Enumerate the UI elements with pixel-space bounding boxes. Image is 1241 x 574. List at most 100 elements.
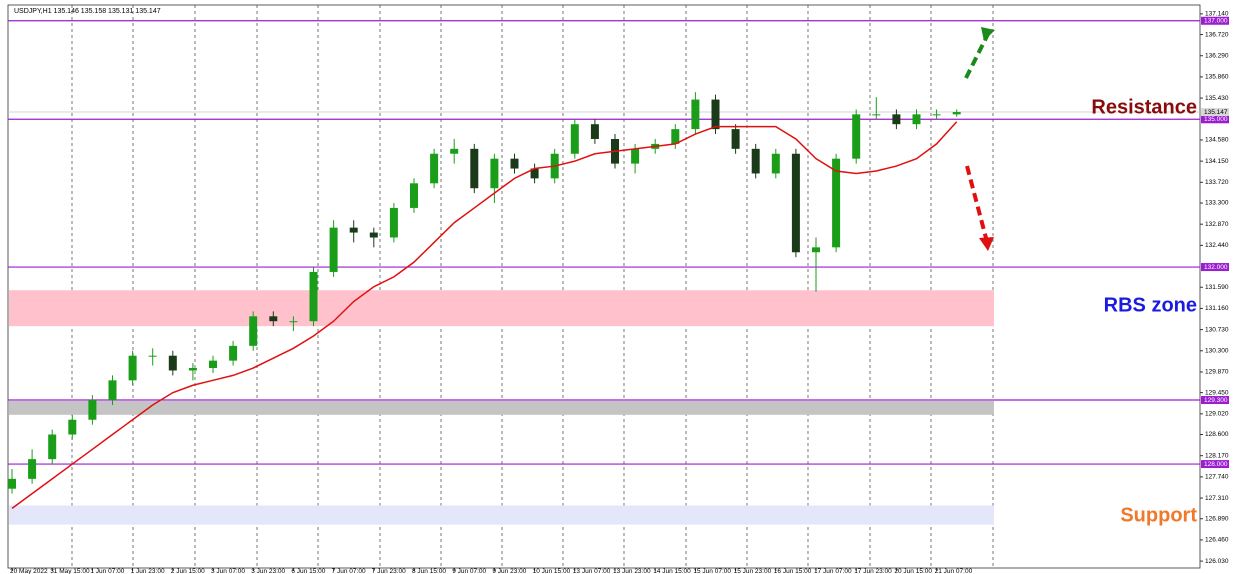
y-tick-label: 132.440 (1205, 242, 1229, 249)
candle-body (530, 168, 539, 179)
y-tick-label: 137.140 (1205, 11, 1229, 18)
candle-body (490, 158, 499, 189)
y-tick-label: 131.160 (1205, 305, 1229, 312)
candle-body (852, 114, 861, 159)
candle-body (671, 129, 680, 144)
level-label: 132.000 (1204, 264, 1228, 271)
x-tick-label: 16 Jun 15:00 (774, 568, 812, 574)
x-tick-label: 21 Jun 07:00 (935, 568, 973, 574)
level-label: 135.000 (1204, 116, 1228, 123)
candle-body (470, 148, 479, 189)
x-tick-label: 20 Jun 15:00 (894, 568, 932, 574)
moving-average (11, 121, 958, 510)
x-tick-label: 9 Jun 23:00 (492, 568, 526, 574)
annotation: Support (1120, 504, 1197, 526)
x-tick-label: 17 Jun 23:00 (854, 568, 892, 574)
x-tick-label: 20 May 2022 (10, 568, 48, 574)
x-tick-label: 7 Jun 23:00 (372, 568, 406, 574)
y-tick-label: 133.300 (1205, 200, 1229, 207)
y-tick-label: 132.870 (1205, 221, 1229, 228)
candle-body (249, 316, 258, 346)
candle-body (128, 355, 137, 381)
y-tick-label: 134.150 (1205, 158, 1229, 165)
candle-body (892, 114, 901, 125)
x-tick-label: 13 Jun 07:00 (573, 568, 611, 574)
candle-body (791, 153, 800, 253)
y-tick-label: 129.450 (1205, 389, 1229, 396)
annotation: RBS zone (1104, 294, 1197, 316)
candle-body (691, 99, 700, 130)
candle-body (48, 434, 57, 460)
level-label: 128.000 (1204, 461, 1228, 468)
x-tick-label: 13 Jun 23:00 (613, 568, 651, 574)
up-arrow (964, 33, 990, 79)
candle-body (269, 316, 278, 322)
level-label: 129.300 (1204, 397, 1228, 404)
candle-body (229, 345, 238, 361)
x-tick-label: 6 Jun 15:00 (291, 568, 325, 574)
y-tick-label: 130.730 (1205, 326, 1229, 333)
y-tick-label: 128.170 (1205, 452, 1229, 459)
candle-body (349, 227, 358, 233)
candle-body (932, 114, 941, 116)
x-tick-label: 8 Jun 15:00 (412, 568, 446, 574)
zone (9, 505, 994, 525)
x-tick-label: 9 Jun 07:00 (452, 568, 486, 574)
level-tag (1201, 115, 1229, 124)
y-tick-label: 133.720 (1205, 179, 1229, 186)
chart-title: USDJPY,H1 135.146 135.158 135.131 135.14… (14, 8, 161, 15)
y-tick-label: 129.020 (1205, 411, 1229, 418)
candle-body (28, 459, 37, 479)
candle-body (68, 419, 77, 435)
candle-body (450, 148, 459, 154)
zones (9, 290, 994, 525)
x-tick-label: 2 Jun 15:00 (171, 568, 205, 574)
candle-body (631, 148, 640, 164)
y-tick-label: 126.030 (1205, 558, 1229, 565)
level-tag (1201, 460, 1229, 469)
up-arrow-head (981, 27, 995, 41)
y-tick-label: 130.300 (1205, 347, 1229, 354)
candle-body (369, 232, 378, 238)
x-tick-label: 10 Jun 15:00 (533, 568, 571, 574)
candle-body (209, 360, 217, 369)
x-tick-label: 15 Jun 23:00 (734, 568, 772, 574)
candle-body (410, 183, 418, 208)
y-tick-label: 135.860 (1205, 74, 1229, 81)
last-price-tag (1201, 108, 1229, 117)
y-tick-label: 135.430 (1205, 95, 1229, 102)
y-tick-label: 126.460 (1205, 537, 1229, 544)
y-tick-label: 127.310 (1205, 495, 1229, 502)
candle-body (872, 114, 881, 116)
candle-body (952, 112, 961, 115)
x-tick-label: 7 Jun 07:00 (332, 568, 366, 574)
x-tick-label: 31 May 15:00 (50, 568, 90, 574)
candle-body (510, 158, 519, 169)
y-tick-label: 127.740 (1205, 474, 1229, 481)
x-tick-label: 3 Jun 07:00 (211, 568, 245, 574)
x-tick-label: 3 Jun 23:00 (251, 568, 285, 574)
zone (9, 401, 994, 415)
candle-body (912, 114, 921, 125)
candle-body (570, 124, 579, 154)
vertical-grid (71, 5, 994, 568)
level-tag (1201, 263, 1229, 272)
y-tick-label: 128.600 (1205, 431, 1229, 438)
down-arrow (965, 165, 988, 239)
content: 137.140 136.720 136.290 135.860 135.430 134.5… (8, 11, 1229, 574)
x-tick-label: 15 Jun 07:00 (693, 568, 731, 574)
x-tick-label: 14 Jun 15:00 (653, 568, 691, 574)
candle-body (430, 153, 439, 184)
candle-body (590, 124, 599, 139)
candle-body (148, 355, 157, 357)
x-tick-label: 1 Jun 23:00 (131, 568, 165, 574)
candle-body (812, 247, 820, 253)
y-tick-label: 129.870 (1205, 369, 1229, 376)
candle-body (289, 321, 298, 323)
level-label: 137.000 (1204, 17, 1228, 24)
candle-body (168, 355, 177, 371)
down-arrow-head (979, 237, 994, 251)
level-tag (1201, 396, 1229, 405)
y-tick-label: 136.290 (1205, 52, 1229, 59)
